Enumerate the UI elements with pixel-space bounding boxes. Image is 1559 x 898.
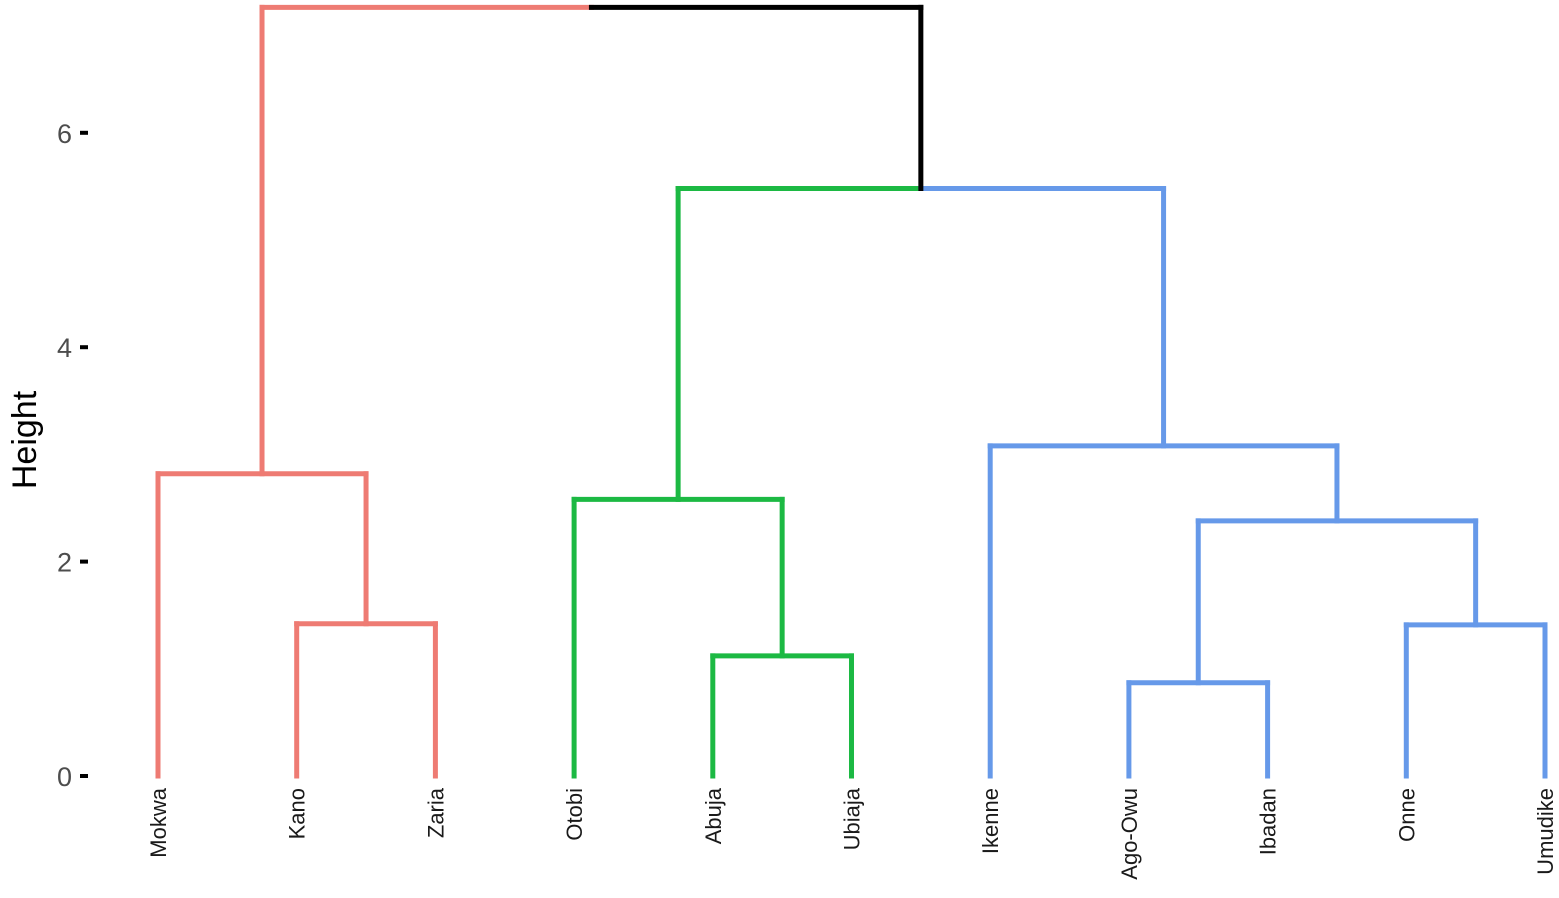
leaf-label-ikenne: Ikenne: [978, 788, 1003, 854]
leaf-label-mokwa: Mokwa: [146, 787, 171, 857]
leaf-label-abuja: Abuja: [701, 787, 726, 844]
leaf-label-ago-owu: Ago-Owu: [1117, 788, 1142, 880]
leaf-label-zaria: Zaria: [423, 787, 448, 838]
y-axis: 0 2 4 6: [57, 119, 88, 792]
leaf-label-onne: Onne: [1394, 788, 1419, 842]
dendrogram-links: [155, 4, 1548, 779]
leaf-label-umudike: Umudike: [1533, 788, 1558, 875]
leaf-label-otobi: Otobi: [562, 788, 587, 841]
y-tick-label-2: 2: [57, 548, 72, 578]
y-tick-label-4: 4: [57, 333, 72, 363]
y-tick-label-6: 6: [57, 119, 72, 149]
y-tick-label-0: 0: [57, 762, 72, 792]
leaf-labels: Mokwa Kano Zaria Otobi Abuja Ubiaja Ikenne Ago-…: [146, 787, 1558, 879]
leaf-label-kano: Kano: [285, 788, 310, 839]
leaf-label-ibadan: Ibadan: [1256, 788, 1281, 855]
y-axis-title: Height: [6, 390, 44, 489]
leaf-label-ubiaja: Ubiaja: [840, 787, 865, 850]
